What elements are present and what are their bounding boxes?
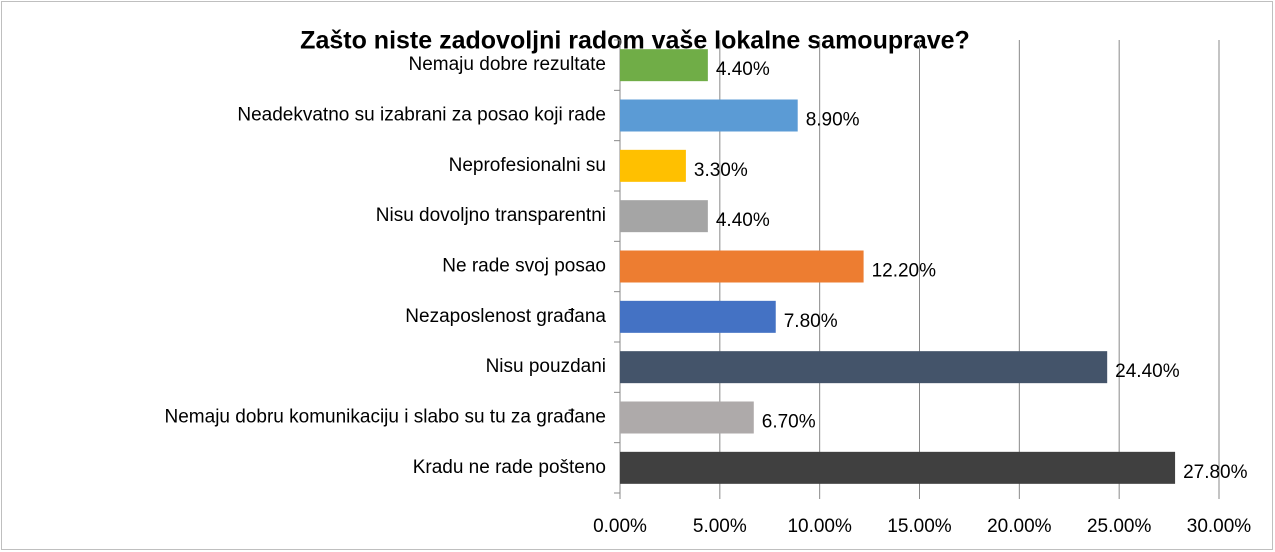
bar — [620, 451, 1176, 484]
value-label: 6.70% — [762, 412, 816, 433]
bar — [620, 99, 798, 132]
x-tick-label: 15.00% — [887, 516, 952, 537]
y-tick-label: Ne rade svoj posao — [442, 256, 606, 277]
bar — [620, 300, 776, 333]
x-tick-label: 30.00% — [1187, 516, 1252, 537]
value-label: 27.80% — [1183, 462, 1248, 483]
x-tick-label: 0.00% — [593, 516, 647, 537]
value-label: 12.20% — [872, 261, 937, 282]
bar — [620, 49, 708, 82]
bar — [620, 149, 686, 182]
y-tick-label: Nisu pouzdani — [486, 356, 606, 377]
y-tick-label: Nezaposlenost građana — [405, 306, 606, 327]
y-tick-label: Nemaju dobre rezultate — [409, 54, 607, 75]
value-label: 8.90% — [806, 110, 860, 131]
bar — [620, 250, 864, 283]
y-tick-label: Neadekvatno su izabrani za posao koji ra… — [237, 105, 606, 126]
value-label: 4.40% — [716, 210, 770, 231]
y-tick-label: Kradu ne rade pošteno — [413, 457, 606, 478]
x-tick-label: 25.00% — [1087, 516, 1152, 537]
bar — [620, 200, 708, 233]
x-tick-label: 10.00% — [787, 516, 852, 537]
value-label: 7.80% — [784, 311, 838, 332]
x-tick-label: 20.00% — [987, 516, 1052, 537]
value-label: 3.30% — [694, 160, 748, 181]
x-tick-label: 5.00% — [693, 516, 747, 537]
y-tick-label: Nemaju dobru komunikaciju i slabo su tu … — [165, 407, 606, 428]
y-tick-label: Nisu dovoljno transparentni — [376, 205, 606, 226]
value-label: 24.40% — [1115, 361, 1180, 382]
bar — [620, 401, 754, 434]
value-label: 4.40% — [716, 59, 770, 80]
y-tick-label: Neprofesionalni su — [449, 155, 606, 176]
bar — [620, 351, 1108, 384]
